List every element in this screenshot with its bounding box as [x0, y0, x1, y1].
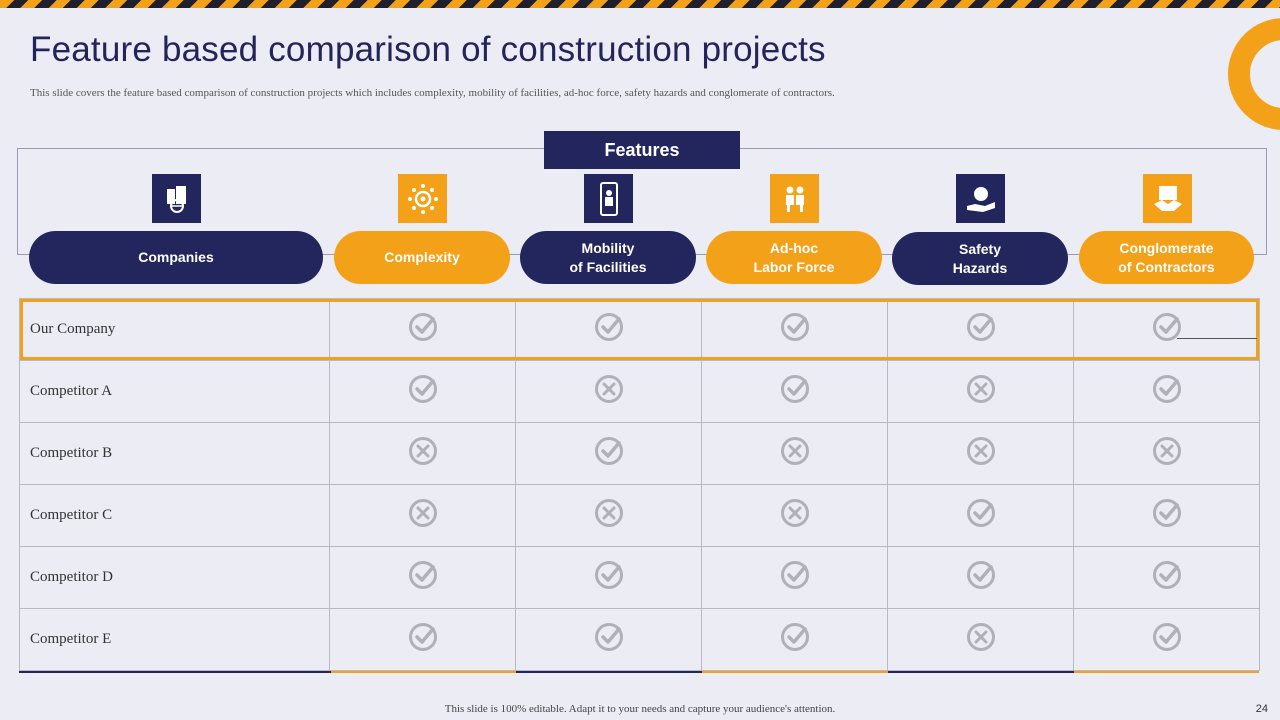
check-circle-icon	[1073, 484, 1260, 547]
hand-shield-icon	[956, 174, 1005, 223]
check-circle-icon	[701, 608, 888, 671]
check-circle-icon	[1073, 608, 1260, 671]
comparison-table: Our Company Competitor A Competitor B Compe…	[19, 298, 1260, 671]
check-circle-icon	[1073, 298, 1260, 361]
decorative-ring	[1228, 18, 1280, 130]
check-circle-icon	[329, 546, 516, 609]
column-header-complexity: Complexity	[334, 231, 510, 284]
cross-circle-icon	[515, 360, 702, 423]
check-circle-icon	[701, 546, 888, 609]
handshake-document-icon	[1143, 174, 1192, 223]
check-circle-icon	[1073, 546, 1260, 609]
highlight-connector-line	[1177, 338, 1257, 339]
check-circle-icon	[515, 422, 702, 485]
row-label: Competitor D	[19, 546, 330, 609]
check-circle-icon	[887, 546, 1074, 609]
column-header-conglomerate: Conglomerate of Contractors	[1079, 231, 1254, 284]
bottom-rule-orange	[702, 671, 888, 673]
cross-circle-icon	[887, 608, 1074, 671]
check-circle-icon	[701, 298, 888, 361]
table-row: Competitor A	[19, 360, 1260, 423]
mobile-person-icon	[584, 174, 633, 223]
row-label: Competitor B	[19, 422, 330, 485]
check-circle-icon	[887, 484, 1074, 547]
column-header-adhoc-labor: Ad-hoc Labor Force	[706, 231, 882, 284]
column-header-mobility: Mobility of Facilities	[520, 231, 696, 284]
cross-circle-icon	[701, 422, 888, 485]
check-circle-icon	[1073, 360, 1260, 423]
row-label: Competitor C	[19, 484, 330, 547]
buildings-globe-icon	[152, 174, 201, 223]
cross-circle-icon	[887, 422, 1074, 485]
column-header-safety: Safety Hazards	[892, 232, 1068, 285]
cross-circle-icon	[329, 484, 516, 547]
workers-icon	[770, 174, 819, 223]
hazard-stripe	[0, 0, 1280, 8]
check-circle-icon	[329, 298, 516, 361]
cross-circle-icon	[1073, 422, 1260, 485]
row-label: Competitor A	[19, 360, 330, 423]
bottom-rule-orange	[331, 671, 516, 673]
bottom-rule-navy	[888, 671, 1074, 673]
bottom-rule-navy	[19, 671, 331, 673]
table-row: Our Company	[19, 298, 1260, 361]
cross-circle-icon	[887, 360, 1074, 423]
row-label: Competitor E	[19, 608, 330, 671]
check-circle-icon	[515, 298, 702, 361]
footer-note: This slide is 100% editable. Adapt it to…	[444, 703, 836, 715]
bottom-rule-orange	[1074, 671, 1259, 673]
check-circle-icon	[329, 608, 516, 671]
check-circle-icon	[701, 360, 888, 423]
table-row: Competitor E	[19, 608, 1260, 671]
check-circle-icon	[887, 298, 1074, 361]
features-label: Features	[544, 131, 740, 169]
check-circle-icon	[515, 546, 702, 609]
row-label: Our Company	[19, 298, 330, 361]
cross-circle-icon	[701, 484, 888, 547]
page-title: Feature based comparison of construction…	[30, 30, 826, 69]
gear-network-icon	[398, 174, 447, 223]
bottom-rule-navy	[516, 671, 702, 673]
column-header-companies: Companies	[29, 231, 323, 284]
table-row: Competitor B	[19, 422, 1260, 485]
table-row: Competitor D	[19, 546, 1260, 609]
table-row: Competitor C	[19, 484, 1260, 547]
page-number: 24	[1255, 703, 1268, 715]
cross-circle-icon	[329, 422, 516, 485]
cross-circle-icon	[515, 484, 702, 547]
page-subtitle: This slide covers the feature based comp…	[30, 87, 835, 99]
check-circle-icon	[329, 360, 516, 423]
check-circle-icon	[515, 608, 702, 671]
